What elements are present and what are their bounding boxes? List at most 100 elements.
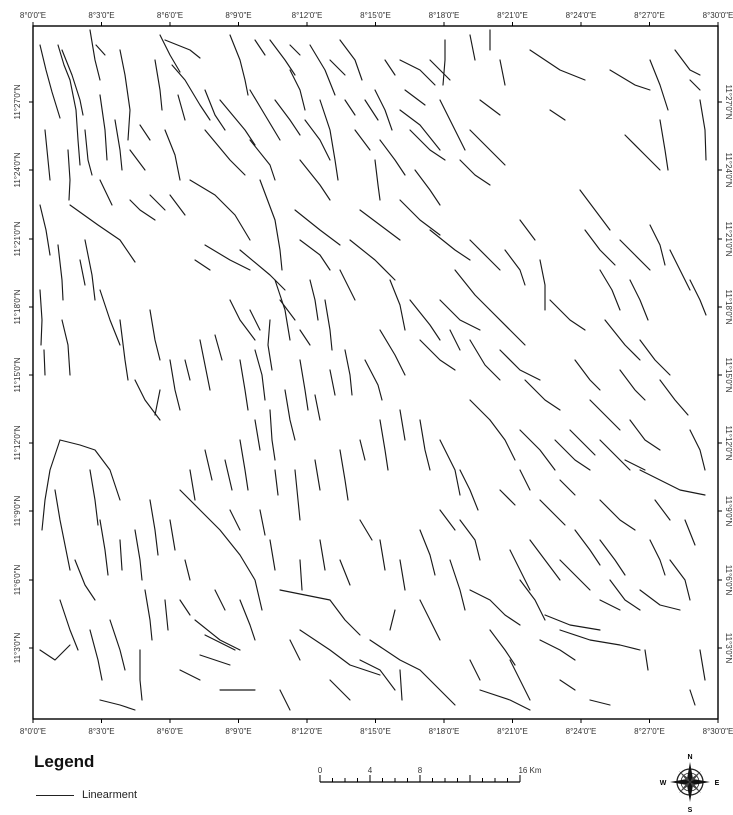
lineament (479, 689, 531, 711)
lineament (179, 489, 263, 611)
lineament (639, 469, 706, 496)
graticule-ticks (29, 22, 722, 723)
lineament (499, 59, 506, 86)
lineament (329, 59, 346, 76)
scale-label-0: 0 (318, 766, 323, 775)
lineament (344, 349, 353, 396)
lineament (549, 109, 566, 121)
lineament (299, 239, 331, 271)
lineament (294, 469, 301, 521)
lineament (519, 579, 546, 621)
lineament (359, 439, 366, 461)
lineament (299, 159, 331, 201)
lineament (574, 359, 601, 391)
lineament (164, 599, 169, 631)
lineament (339, 559, 351, 586)
lineament (344, 99, 356, 116)
lineament (189, 469, 196, 501)
lineament (139, 124, 151, 141)
lat-label-right: 11°27'0"N (724, 85, 733, 120)
lon-label-bottom: 8°15'0"E (360, 727, 391, 736)
lineament (639, 589, 681, 611)
lat-label-left: 11°21'0"N (13, 221, 22, 256)
lineament (629, 419, 661, 451)
lineament (99, 699, 136, 711)
lineament (384, 59, 396, 76)
lat-label-right: 11°21'0"N (724, 222, 733, 257)
lineament (269, 539, 276, 571)
lineament (149, 194, 166, 211)
lineament (404, 89, 426, 106)
lineament (459, 469, 479, 511)
legend-title: Legend (34, 752, 95, 771)
lineament (554, 439, 591, 471)
lineament (171, 64, 211, 121)
lineament (339, 269, 356, 301)
lineament (224, 459, 233, 491)
lineament (109, 619, 126, 671)
lineament (589, 699, 611, 706)
lineament (559, 629, 641, 651)
lineament (419, 419, 431, 471)
lineament (254, 349, 266, 401)
legend-item: Linearment (36, 789, 137, 801)
lineament (519, 219, 536, 241)
lat-label-right: 11°12'0"N (724, 426, 733, 461)
lineament (599, 539, 626, 576)
lineament (249, 89, 281, 141)
lineament (544, 614, 601, 631)
lineament (654, 499, 671, 521)
lineament (169, 359, 181, 411)
lineament (159, 34, 181, 73)
lineament (299, 359, 309, 411)
lineament (239, 599, 256, 641)
lineament (204, 129, 246, 176)
lineament (649, 224, 666, 266)
lineament (599, 269, 621, 311)
lineament (399, 199, 441, 236)
lineament (69, 204, 136, 263)
lat-label-right: 11°15'0"N (724, 358, 733, 393)
lineament (39, 644, 71, 661)
lon-label-top: 8°3'0"E (88, 11, 114, 20)
lineament (379, 139, 406, 176)
lon-label-top: 8°9'0"E (225, 11, 251, 20)
lineament (114, 119, 123, 171)
lineament (369, 639, 456, 706)
lat-label-right: 11°18'0"N (724, 290, 733, 325)
lineament (649, 539, 666, 576)
lineament (429, 59, 451, 81)
lineament (604, 319, 641, 361)
lineament (619, 239, 651, 271)
lineament (659, 379, 689, 416)
lat-label-left: 11°24'0"N (13, 152, 22, 187)
lineament (154, 389, 161, 416)
lineament (129, 199, 156, 221)
lineament (569, 429, 596, 456)
lineament (314, 394, 321, 421)
lineament (519, 469, 531, 491)
lineament (584, 229, 616, 266)
lineament (539, 499, 566, 526)
lineament (129, 149, 146, 171)
lineament (509, 549, 531, 591)
map-frame (32, 25, 719, 720)
lineament (479, 99, 501, 116)
lineament (229, 509, 241, 531)
lineament (414, 169, 441, 206)
lineament (449, 329, 461, 351)
lineament (489, 419, 516, 461)
lon-label-top: 8°0'0"E (20, 11, 46, 20)
lineament (599, 599, 621, 611)
lineament (599, 499, 636, 531)
graticule-labels: 8°0'0"E 8°0'0"E 8°3'0"E 8°3'0"E 8°6'0"E 8°6'0… (13, 11, 733, 736)
lineament (509, 659, 531, 701)
lineament (164, 129, 181, 181)
lineament (309, 279, 319, 321)
scale-bar: 0 4 8 16 Km (318, 766, 542, 783)
lon-label-bottom: 8°3'0"E (88, 727, 114, 736)
lineament (179, 669, 201, 681)
lineament (499, 349, 541, 381)
lineament (249, 309, 261, 331)
